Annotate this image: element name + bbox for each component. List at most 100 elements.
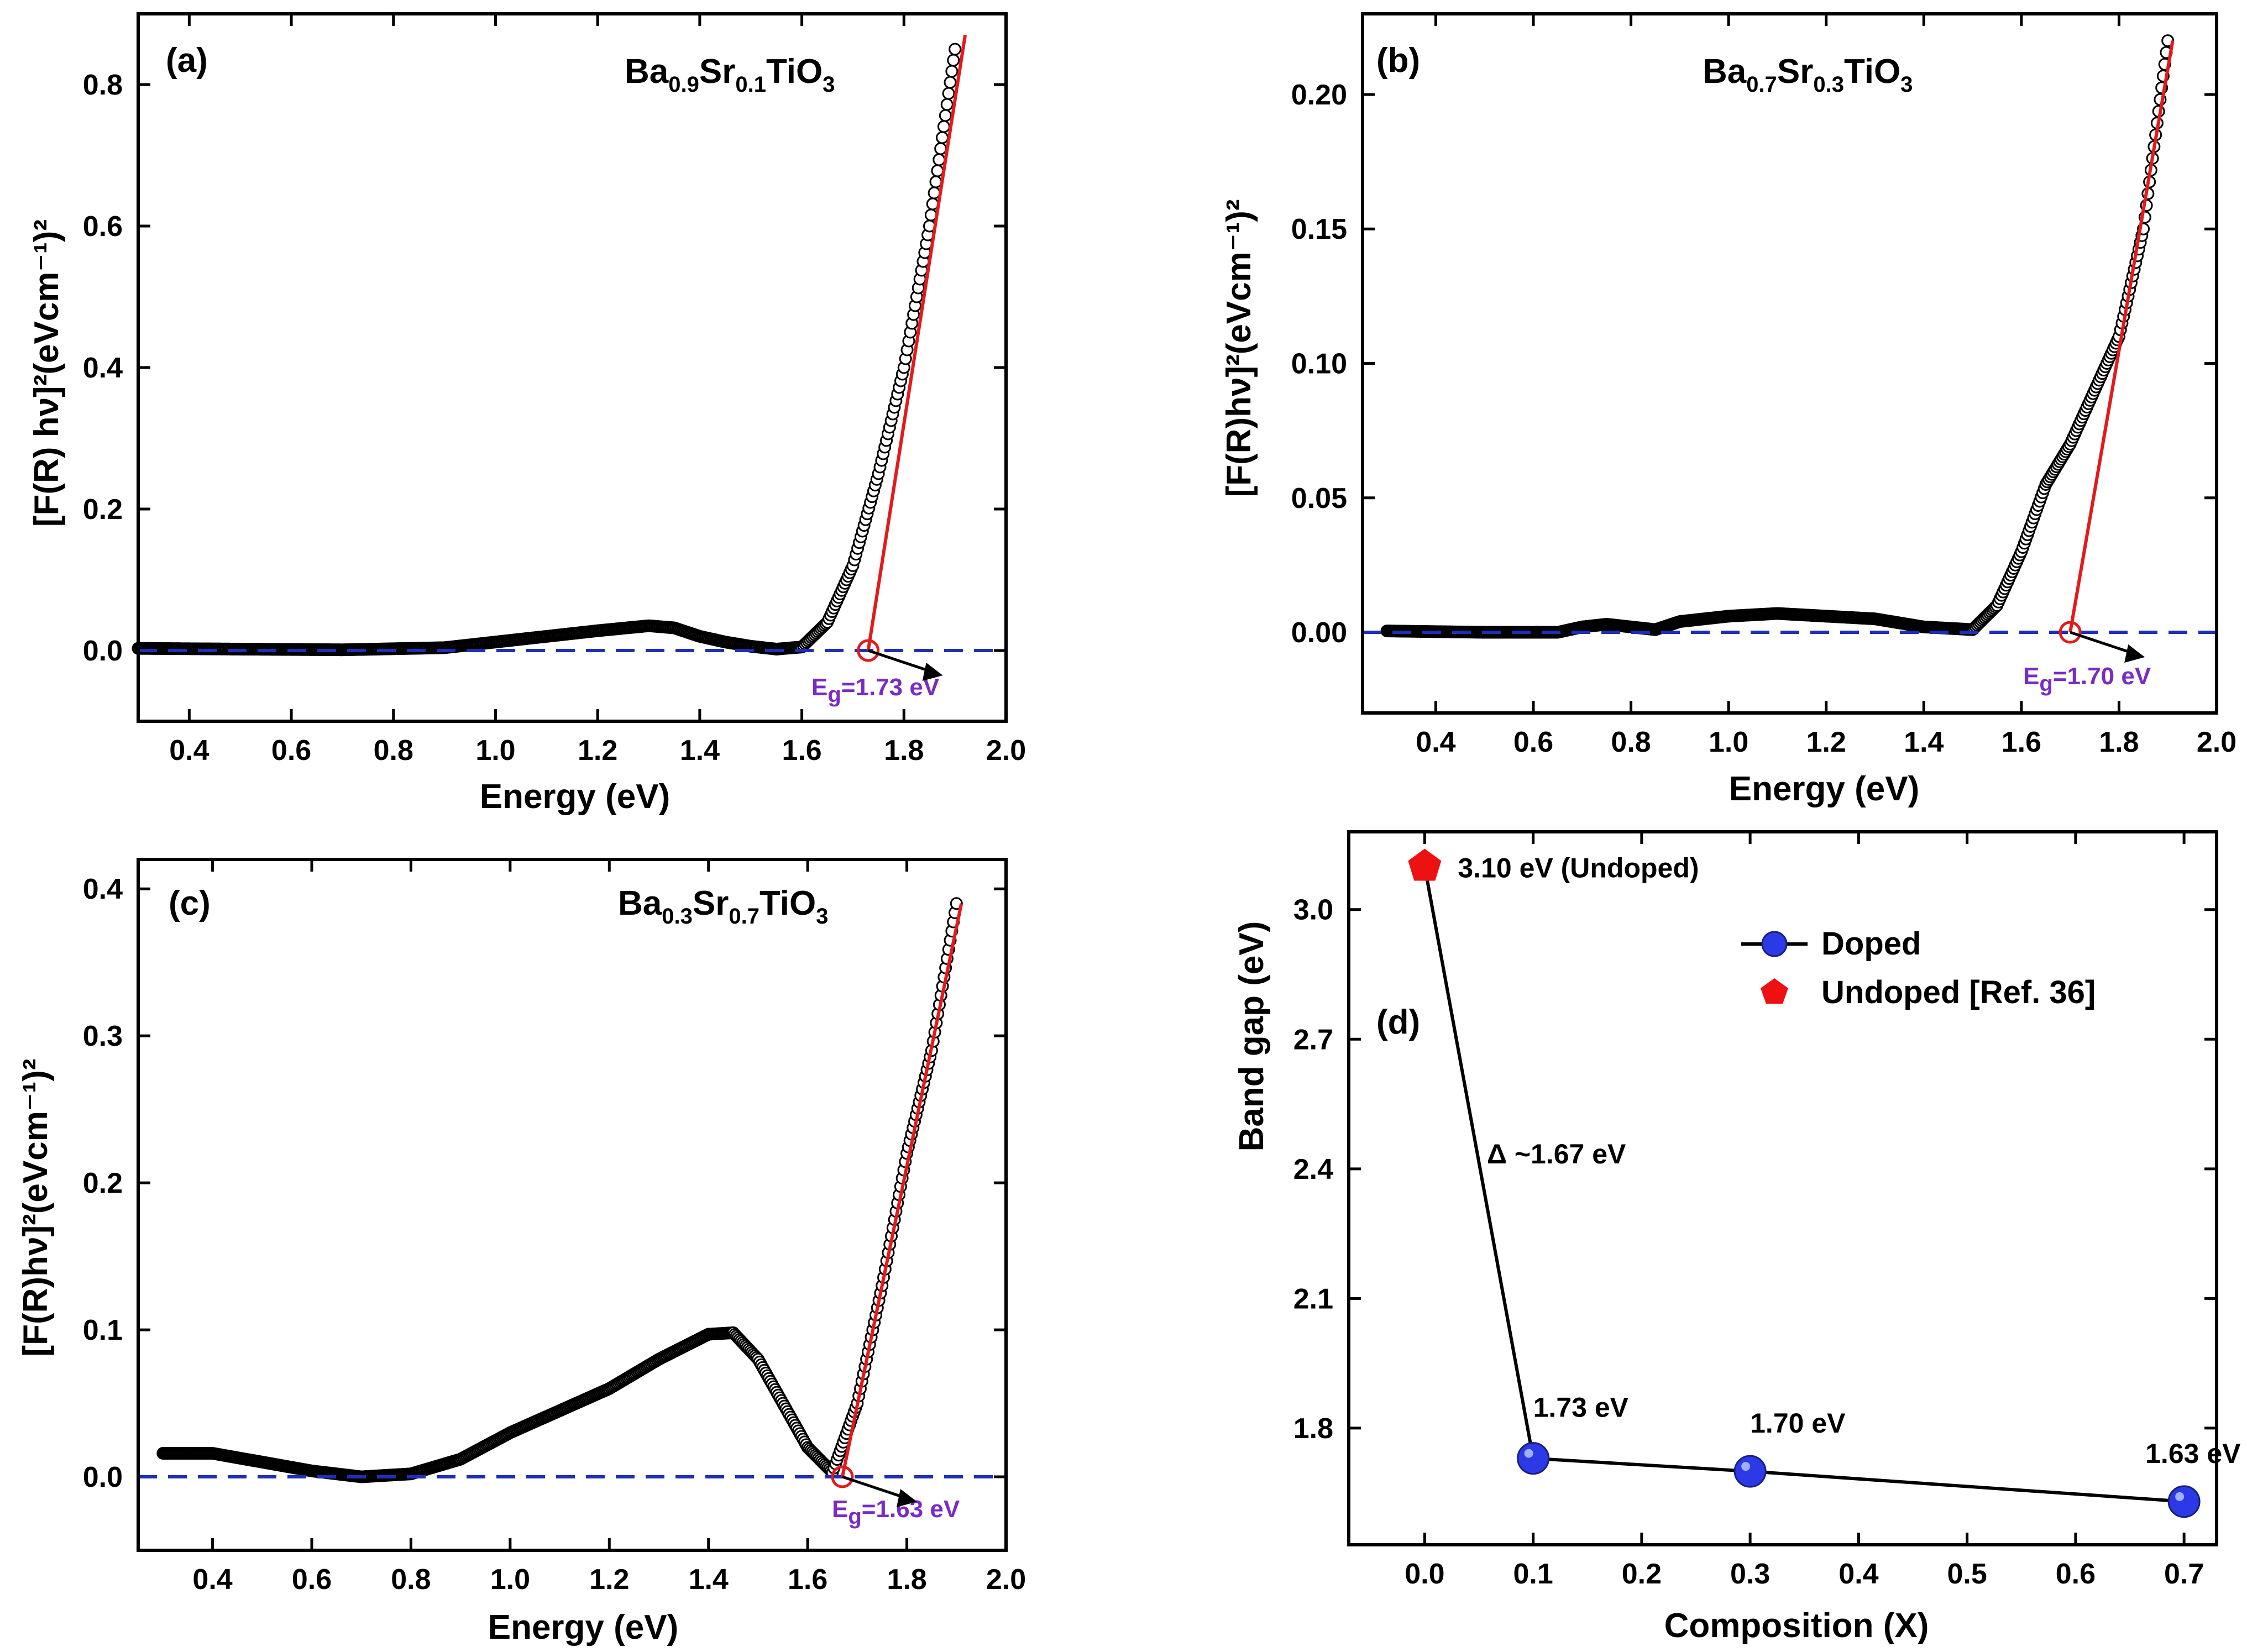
x-tick-label: 0.0 <box>1405 1558 1444 1590</box>
doped-point-highlight <box>1741 1462 1751 1471</box>
panel-c-label: (c) <box>169 884 211 922</box>
panel-b-formula: Ba0.7Sr0.3TiO3 <box>1703 53 1913 97</box>
panel-a-data-curve <box>132 43 962 657</box>
x-tick-label: 2.0 <box>986 735 1026 767</box>
panel-b-eg-label: Eg=1.70 eV <box>2023 663 2151 696</box>
point-value-label: 3.10 eV (Undoped) <box>1458 853 1699 884</box>
panel-c-eg-arrow <box>842 1475 909 1501</box>
panel-a-eg-marker <box>857 639 880 662</box>
doped-point-highlight <box>1524 1449 1533 1458</box>
legend-undoped-marker <box>1761 978 1788 1004</box>
panel-a-fit-line <box>866 34 967 651</box>
data-point <box>939 109 952 122</box>
x-tick-label: 2.0 <box>2197 726 2236 758</box>
x-tick-label: 0.8 <box>1611 726 1651 758</box>
panel-a-label: (a) <box>166 41 208 80</box>
panel-d-ylabel: Band gap (eV) <box>1233 921 1271 1152</box>
panel-c: 0.4 0.6 0.8 1.0 1.2 1.4 1.6 1.8 2.0 0.0 0.1 0.2 0.3 0… <box>17 858 1026 1646</box>
y-tick-label: 0.15 <box>1291 213 1347 245</box>
x-tick-label: 0.5 <box>1947 1558 1987 1590</box>
x-tick-label: 0.2 <box>1622 1558 1662 1590</box>
x-tick-label: 1.8 <box>2099 726 2139 758</box>
x-tick-label: 0.1 <box>1513 1558 1553 1590</box>
panel-d-frame <box>1347 830 2218 1546</box>
y-tick-label: 0.1 <box>83 1314 123 1346</box>
panel-d-delta-annotation: Δ ~1.67 eV <box>1487 1139 1626 1169</box>
x-tick-label: 1.2 <box>578 735 617 767</box>
panel-a-frame <box>137 12 1008 723</box>
x-tick-label: 0.3 <box>1730 1558 1770 1590</box>
panel-b-frame <box>1361 12 2218 715</box>
point-value-label: 1.63 eV <box>2145 1438 2241 1469</box>
x-tick-label: 2.0 <box>986 1564 1026 1596</box>
undoped-point <box>1408 848 1442 881</box>
y-tick-label: 0.4 <box>83 873 123 905</box>
point-value-label: 1.70 eV <box>1750 1408 1846 1439</box>
y-tick-label: 0.0 <box>83 635 123 667</box>
x-tick-label: 0.6 <box>292 1564 332 1596</box>
panel-a-ticks: 0.4 0.6 0.8 1.0 1.2 1.4 1.6 1.8 2.0 0.0 0.2 0.4 0.6 0… <box>83 14 1026 767</box>
panel-b-eg-arrow <box>2070 631 2137 656</box>
doped-series-line <box>1423 866 2185 1503</box>
panel-b-fit-line <box>2068 40 2175 633</box>
data-point <box>944 76 957 89</box>
data-point <box>936 131 949 144</box>
y-tick-label: 0.4 <box>83 352 123 384</box>
panel-a-ylabel: [F(R) hν]²(eVcm⁻¹)² <box>28 219 66 527</box>
x-tick-label: 1.4 <box>1904 726 1944 758</box>
doped-point <box>1517 1442 1550 1475</box>
y-tick-label: 2.4 <box>1293 1153 1333 1186</box>
y-tick-label: 0.0 <box>83 1461 123 1493</box>
y-tick-label: 3.0 <box>1293 894 1333 926</box>
eg-arrow-head <box>2124 644 2145 663</box>
doped-point-highlight <box>2175 1492 2185 1501</box>
panel-d: 0.0 0.1 0.2 0.3 0.4 0.5 0.6 0.71.82.12.42.73.0 … <box>1233 830 2241 1645</box>
y-tick-label: 0.10 <box>1291 348 1347 380</box>
data-point <box>933 153 946 166</box>
data-point <box>949 43 962 56</box>
x-tick-label: 0.4 <box>192 1564 232 1596</box>
panel-c-xlabel: Energy (eV) <box>488 1608 679 1646</box>
y-tick-label: 0.2 <box>83 1167 123 1199</box>
x-tick-label: 1.0 <box>475 735 515 767</box>
x-tick-label: 1.8 <box>887 1564 926 1596</box>
x-tick-label: 0.6 <box>271 735 311 767</box>
x-tick-label: 1.6 <box>788 1564 827 1596</box>
x-tick-label: 0.4 <box>1839 1558 1878 1590</box>
data-point <box>945 65 958 78</box>
x-tick-label: 0.7 <box>2164 1558 2204 1590</box>
x-tick-label: 1.2 <box>1806 726 1846 758</box>
x-tick-label: 0.4 <box>169 735 209 767</box>
x-tick-label: 0.6 <box>2056 1558 2096 1590</box>
doped-point <box>1733 1455 1767 1488</box>
y-tick-label: 0.20 <box>1291 79 1347 111</box>
data-point <box>931 164 944 177</box>
panel-d-ticks: 0.0 0.1 0.2 0.3 0.4 0.5 0.6 0.7 1.8 2.1 2.4 2.7 3.0 <box>1293 832 2217 1590</box>
x-tick-label: 1.8 <box>884 735 924 767</box>
legend-doped-marker <box>1761 931 1788 957</box>
x-tick-label: 1.0 <box>490 1564 530 1596</box>
panel-b-ticks: 0.4 0.6 0.8 1.0 1.2 1.4 1.6 1.8 2.0 0.00 0.05 0.10 0… <box>1291 14 2236 758</box>
y-tick-label: 0.2 <box>83 494 123 526</box>
x-tick-label: 1.6 <box>2002 726 2041 758</box>
x-tick-label: 0.8 <box>391 1564 431 1596</box>
data-point <box>942 87 955 100</box>
panel-b-ylabel: [F(R)hν]²(eVcm⁻¹)² <box>1220 200 1258 497</box>
y-tick-label: 1.8 <box>1293 1413 1333 1445</box>
panel-c-data-curve <box>156 897 963 1483</box>
panel-d-series: 3.10 eV (Undoped) 1.73 eV 1.70 eV 1.63 eV <box>1408 848 2241 1518</box>
panel-d-label: (d) <box>1376 1003 1420 1041</box>
point-value-label: 1.73 eV <box>1533 1392 1629 1423</box>
panel-c-ticks: 0.4 0.6 0.8 1.0 1.2 1.4 1.6 1.8 2.0 0.0 0.1 0.2 0.3 0… <box>83 859 1026 1596</box>
y-tick-label: 0.8 <box>83 69 123 101</box>
panel-b-xlabel: Energy (eV) <box>1729 770 1920 808</box>
y-tick-label: 0.05 <box>1291 483 1347 515</box>
panel-a-formula: Ba0.9Sr0.1TiO3 <box>625 53 835 97</box>
data-point <box>929 175 942 188</box>
data-point <box>940 98 954 111</box>
panel-c-eg-marker <box>831 1465 854 1488</box>
panel-a: 0.4 0.6 0.8 1.0 1.2 1.4 1.6 1.8 2.0 0.0 0.2 0.4 0.6 0… <box>28 12 1026 816</box>
x-tick-label: 0.8 <box>374 735 413 767</box>
x-tick-label: 1.0 <box>1709 726 1748 758</box>
panel-a-eg-label: Eg=1.73 eV <box>811 674 940 707</box>
